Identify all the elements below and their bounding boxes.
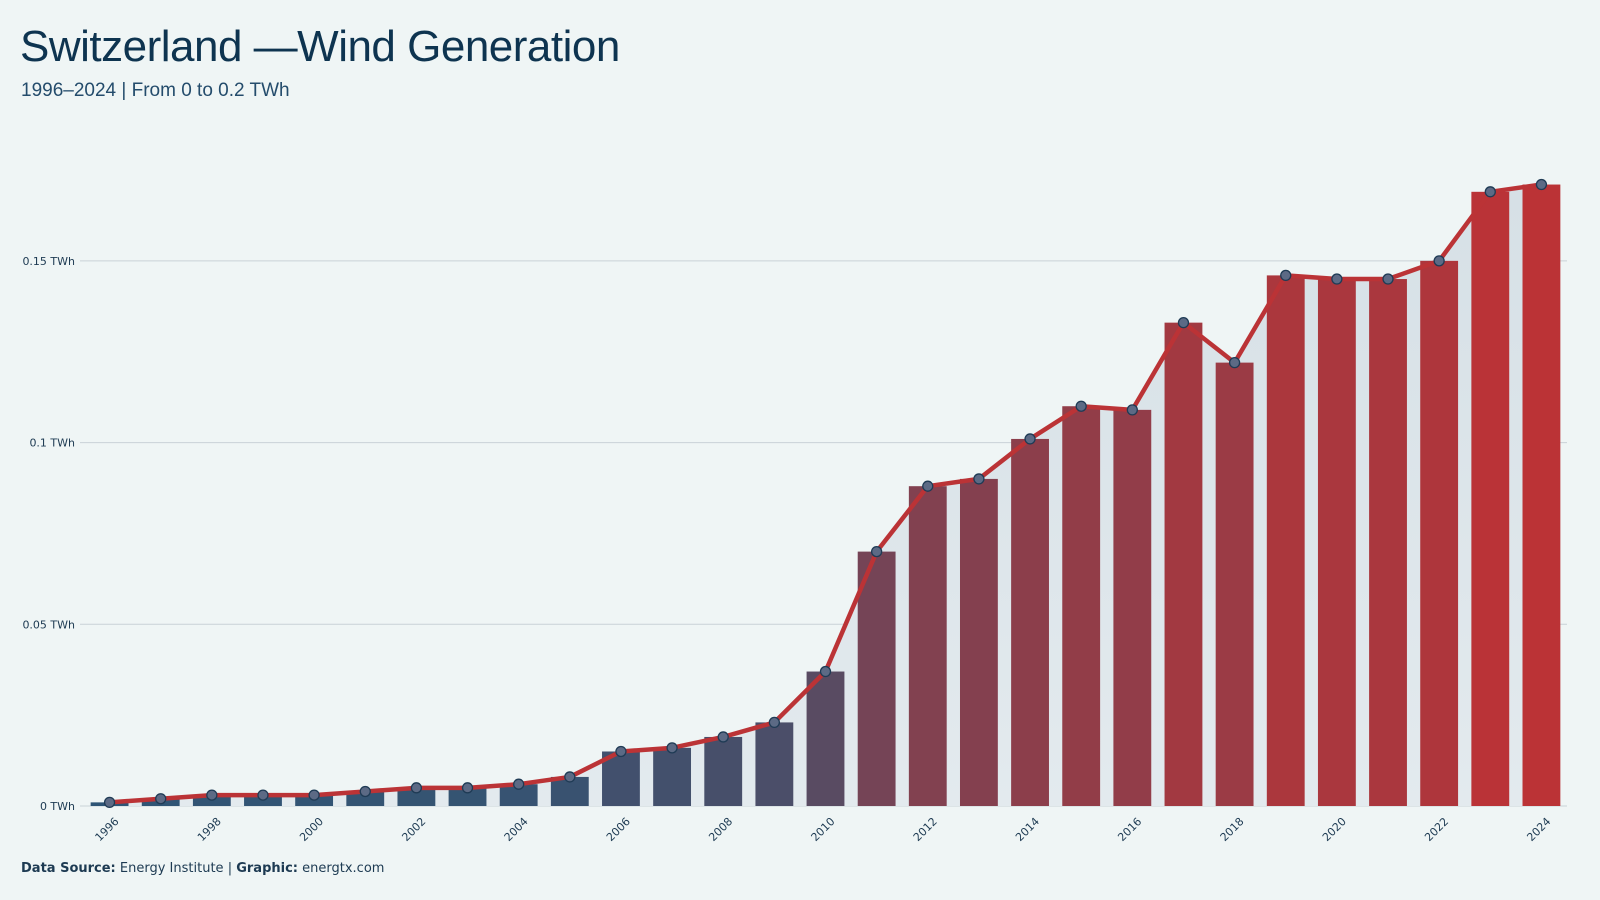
point-2024 — [1535, 178, 1548, 191]
bar-2002 — [397, 787, 436, 806]
point-2016 — [1126, 404, 1138, 416]
bar-2006 — [602, 751, 640, 806]
bar-2008 — [704, 736, 743, 806]
point-2008 — [717, 731, 729, 743]
point-2002 — [410, 782, 423, 794]
bar-2013 — [959, 478, 998, 806]
point-2010 — [819, 665, 832, 678]
bar-2004 — [499, 784, 538, 806]
bar-2019 — [1266, 275, 1305, 806]
bar-2020 — [1317, 279, 1356, 806]
bar-2001 — [346, 791, 385, 806]
x-axis: 1996 1998 2000 2002 2004 2006 2008 2010 2012 2014… — [93, 815, 1554, 844]
point-1997 — [155, 793, 167, 805]
bar-2018 — [1215, 362, 1254, 806]
bar-2021 — [1369, 279, 1407, 806]
bar-2009 — [755, 722, 794, 806]
bar-2012 — [908, 486, 947, 806]
bar-2011 — [857, 551, 896, 806]
bar-2015 — [1062, 406, 1101, 806]
x-tick-label: 2014 — [1013, 815, 1042, 844]
line-markers — [103, 178, 1548, 809]
point-2003 — [461, 782, 474, 794]
chart-subtitle: 1996–2024 | From 0 to 0.2 TWh — [21, 80, 290, 101]
bars — [90, 184, 1561, 807]
point-2020 — [1331, 273, 1343, 285]
x-tick-label: 2002 — [399, 815, 428, 844]
point-2006 — [615, 745, 627, 758]
point-1999 — [257, 789, 269, 801]
bar-2007 — [653, 747, 692, 806]
point-1998 — [206, 789, 218, 801]
point-2013 — [973, 473, 985, 485]
x-tick-label: 1996 — [93, 815, 122, 844]
x-tick-label: 2020 — [1320, 815, 1349, 844]
source-label: Data Source: — [21, 861, 116, 876]
bar-2024 — [1522, 184, 1561, 807]
point-2021 — [1382, 273, 1394, 285]
point-1996 — [103, 796, 116, 809]
bar-2022 — [1420, 260, 1459, 806]
bar-2010 — [806, 671, 845, 806]
y-tick-label: 0.15 TWh — [22, 255, 75, 268]
y-tick-label: 0 TWh — [40, 800, 75, 813]
point-2022 — [1433, 255, 1445, 267]
point-2001 — [359, 785, 371, 798]
point-2009 — [768, 716, 781, 729]
point-2011 — [870, 545, 883, 558]
x-tick-label: 2008 — [706, 815, 735, 844]
footer-credits: Data Source: Energy Institute | Graphic:… — [21, 861, 384, 876]
bar-2003 — [448, 787, 487, 806]
x-tick-label: 2004 — [502, 815, 531, 844]
bar-2016 — [1113, 409, 1152, 806]
bar-2014 — [1011, 438, 1049, 806]
x-tick-label: 2006 — [604, 815, 633, 844]
point-2007 — [666, 742, 678, 754]
x-tick-label: 2024 — [1524, 815, 1553, 844]
y-tick-label: 0.05 TWh — [22, 618, 75, 631]
point-2019 — [1280, 269, 1292, 282]
point-2015 — [1075, 400, 1087, 412]
point-2017 — [1177, 316, 1190, 329]
bar-2017 — [1164, 322, 1203, 806]
point-2012 — [922, 480, 934, 492]
point-2005 — [564, 771, 576, 783]
footer-separator: | — [227, 861, 233, 876]
x-tick-label: 2012 — [911, 815, 940, 844]
chart-title: Switzerland —Wind Generation — [20, 22, 620, 71]
point-2000 — [308, 789, 320, 801]
x-tick-label: 2010 — [809, 815, 838, 844]
x-tick-label: 2018 — [1218, 815, 1247, 844]
bar-2023 — [1471, 191, 1510, 806]
point-2004 — [513, 778, 525, 790]
x-tick-label: 2016 — [1115, 815, 1144, 844]
x-tick-label: 2022 — [1422, 815, 1451, 844]
x-tick-label: 1998 — [195, 815, 224, 844]
point-2018 — [1228, 356, 1241, 369]
point-2014 — [1024, 433, 1036, 445]
point-2023 — [1484, 186, 1496, 198]
source-value: Energy Institute — [119, 861, 224, 876]
graphic-label: Graphic: — [236, 861, 298, 876]
y-tick-label: 0.1 TWh — [29, 437, 75, 450]
y-axis: 0 TWh 0.05 TWh 0.1 TWh 0.15 TWh — [22, 255, 75, 813]
x-tick-label: 2000 — [297, 815, 326, 844]
graphic-value: energtx.com — [302, 861, 385, 876]
